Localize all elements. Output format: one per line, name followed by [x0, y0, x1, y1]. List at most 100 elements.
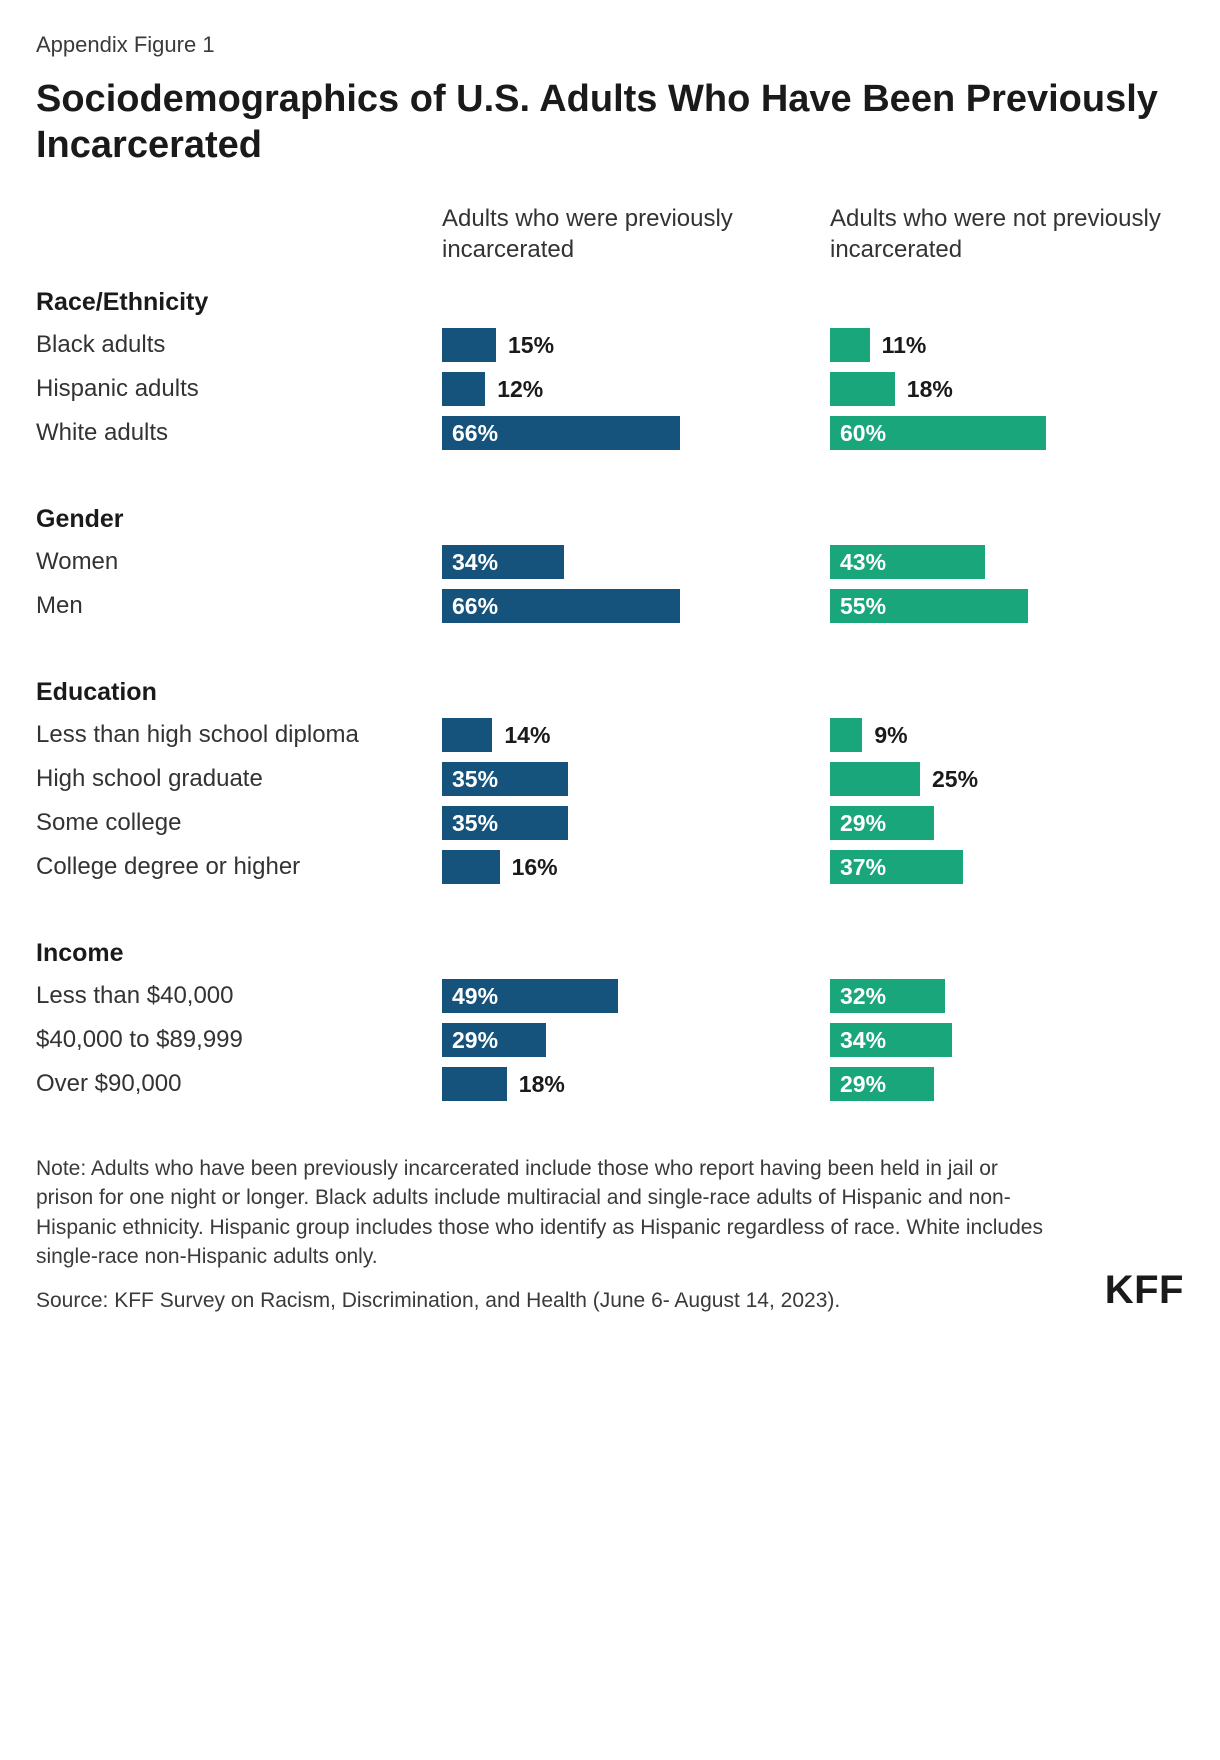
- bar-value-label: 29%: [830, 810, 886, 837]
- bar: [442, 850, 500, 884]
- bar-cell: 18%: [830, 367, 1200, 411]
- bar-value-label: 35%: [442, 810, 498, 837]
- bar-value-label: 29%: [830, 1071, 886, 1098]
- bar: [830, 718, 862, 752]
- bar-cell: 55%: [830, 584, 1200, 628]
- row-label: $40,000 to $89,999: [36, 1018, 424, 1062]
- bar-value-label: 35%: [442, 766, 498, 793]
- row-label: Black adults: [36, 323, 424, 367]
- bar-cell: 66%: [442, 411, 812, 455]
- bar: 37%: [830, 850, 963, 884]
- row-label: College degree or higher: [36, 845, 424, 889]
- row-label: Over $90,000: [36, 1062, 424, 1106]
- bar-value-label: 15%: [496, 332, 554, 359]
- bar-cell: 60%: [830, 411, 1200, 455]
- bar-value-label: 14%: [492, 722, 550, 749]
- bar-cell: 11%: [830, 323, 1200, 367]
- bar-value-label: 49%: [442, 983, 498, 1010]
- bar: 66%: [442, 416, 680, 450]
- chart-container: Adults who were previously incarcerated …: [36, 203, 1184, 1106]
- section-gap: [36, 889, 1200, 931]
- bar: [830, 372, 895, 406]
- bar: 29%: [830, 806, 934, 840]
- row-label: Less than high school diploma: [36, 713, 424, 757]
- bar-value-label: 55%: [830, 593, 886, 620]
- bar: 35%: [442, 806, 568, 840]
- bar: [830, 328, 870, 362]
- bar: 32%: [830, 979, 945, 1013]
- bar-cell: 15%: [442, 323, 812, 367]
- row-label: Men: [36, 584, 424, 628]
- bar-cell: 14%: [442, 713, 812, 757]
- section-gap: [36, 455, 1200, 497]
- row-label: Less than $40,000: [36, 974, 424, 1018]
- bar: 29%: [830, 1067, 934, 1101]
- bar: [442, 328, 496, 362]
- bar: [830, 762, 920, 796]
- bar-value-label: 11%: [870, 332, 927, 359]
- bar: 35%: [442, 762, 568, 796]
- bar: 34%: [830, 1023, 952, 1057]
- bar-value-label: 29%: [442, 1027, 498, 1054]
- bar-cell: 29%: [830, 801, 1200, 845]
- bar-value-label: 66%: [442, 420, 498, 447]
- section-gap: [36, 628, 1200, 670]
- kff-logo: KFF: [1105, 1268, 1184, 1315]
- bar-cell: 18%: [442, 1062, 812, 1106]
- bar: 66%: [442, 589, 680, 623]
- bar-cell: 35%: [442, 801, 812, 845]
- row-label: High school graduate: [36, 757, 424, 801]
- bar-cell: 43%: [830, 540, 1200, 584]
- bar-cell: 66%: [442, 584, 812, 628]
- section-header: Income: [36, 931, 1200, 974]
- bar: 43%: [830, 545, 985, 579]
- bar: 55%: [830, 589, 1028, 623]
- bar-value-label: 60%: [830, 420, 886, 447]
- bar-value-label: 25%: [920, 766, 978, 793]
- bar: 29%: [442, 1023, 546, 1057]
- bar: [442, 372, 485, 406]
- column-header-previously: Adults who were previously incarcerated: [442, 203, 812, 280]
- row-label: Hispanic adults: [36, 367, 424, 411]
- bar-cell: 34%: [830, 1018, 1200, 1062]
- bar-cell: 29%: [442, 1018, 812, 1062]
- section-header: Race/Ethnicity: [36, 280, 1200, 323]
- bar-cell: 37%: [830, 845, 1200, 889]
- bar-cell: 35%: [442, 757, 812, 801]
- bar-cell: 32%: [830, 974, 1200, 1018]
- bar-value-label: 43%: [830, 549, 886, 576]
- figure-note: Note: Adults who have been previously in…: [36, 1154, 1056, 1272]
- bar-value-label: 18%: [507, 1071, 565, 1098]
- footer-text-block: Note: Adults who have been previously in…: [36, 1154, 1056, 1315]
- bar-value-label: 12%: [485, 376, 543, 403]
- bar-cell: 16%: [442, 845, 812, 889]
- bar-value-label: 34%: [830, 1027, 886, 1054]
- bar: 49%: [442, 979, 618, 1013]
- figure-title: Sociodemographics of U.S. Adults Who Hav…: [36, 76, 1184, 169]
- bar-value-label: 16%: [500, 854, 558, 881]
- bar-value-label: 37%: [830, 854, 886, 881]
- bar-value-label: 34%: [442, 549, 498, 576]
- row-label: White adults: [36, 411, 424, 455]
- column-header-blank: [36, 203, 424, 280]
- bar: 60%: [830, 416, 1046, 450]
- figure-source: Source: KFF Survey on Racism, Discrimina…: [36, 1286, 1056, 1315]
- bar-value-label: 9%: [862, 722, 907, 749]
- bar-cell: 49%: [442, 974, 812, 1018]
- bar: 34%: [442, 545, 564, 579]
- row-label: Some college: [36, 801, 424, 845]
- bar-cell: 25%: [830, 757, 1200, 801]
- bar: [442, 1067, 507, 1101]
- bar-value-label: 18%: [895, 376, 953, 403]
- section-header: Gender: [36, 497, 1200, 540]
- bar-cell: 34%: [442, 540, 812, 584]
- bar-cell: 29%: [830, 1062, 1200, 1106]
- row-label: Women: [36, 540, 424, 584]
- bar: [442, 718, 492, 752]
- section-header: Education: [36, 670, 1200, 713]
- figure-eyebrow: Appendix Figure 1: [36, 32, 1184, 58]
- bar-value-label: 66%: [442, 593, 498, 620]
- figure-footer: Note: Adults who have been previously in…: [36, 1154, 1184, 1315]
- bar-value-label: 32%: [830, 983, 886, 1010]
- bar-cell: 9%: [830, 713, 1200, 757]
